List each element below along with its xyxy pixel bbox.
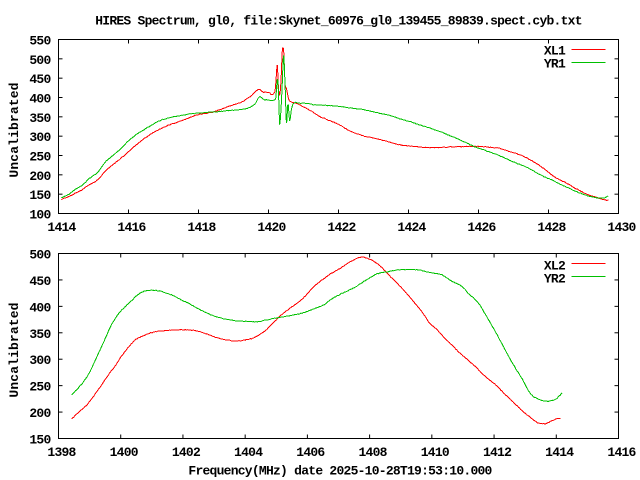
svg-text:Uncalibrated: Uncalibrated: [7, 302, 22, 397]
svg-text:XL1: XL1: [544, 44, 566, 59]
svg-text:300: 300: [29, 353, 51, 368]
svg-text:200: 200: [29, 406, 51, 421]
svg-text:YR2: YR2: [544, 271, 566, 286]
svg-text:XL2: XL2: [544, 259, 566, 274]
svg-text:1402: 1402: [172, 445, 201, 460]
svg-text:1418: 1418: [187, 220, 216, 235]
svg-text:350: 350: [29, 111, 51, 126]
svg-text:1430: 1430: [607, 220, 636, 235]
svg-text:1416: 1416: [607, 445, 636, 460]
svg-text:150: 150: [29, 433, 51, 448]
svg-text:450: 450: [29, 72, 51, 87]
svg-text:500: 500: [29, 248, 51, 263]
svg-text:450: 450: [29, 274, 51, 289]
svg-text:1404: 1404: [234, 445, 263, 460]
svg-text:1424: 1424: [397, 220, 426, 235]
svg-text:1398: 1398: [47, 445, 76, 460]
svg-text:1408: 1408: [359, 445, 388, 460]
svg-text:200: 200: [29, 169, 51, 184]
svg-text:150: 150: [29, 188, 51, 203]
svg-text:250: 250: [29, 380, 51, 395]
svg-text:1428: 1428: [537, 220, 566, 235]
svg-text:1414: 1414: [545, 445, 574, 460]
svg-text:550: 550: [29, 34, 51, 49]
svg-text:100: 100: [29, 208, 51, 223]
svg-text:400: 400: [29, 300, 51, 315]
svg-text:1410: 1410: [421, 445, 450, 460]
svg-text:1420: 1420: [257, 220, 286, 235]
svg-text:500: 500: [29, 53, 51, 68]
svg-text:Uncalibrated: Uncalibrated: [7, 82, 22, 177]
svg-text:300: 300: [29, 130, 51, 145]
svg-text:1406: 1406: [296, 445, 325, 460]
svg-text:1416: 1416: [117, 220, 146, 235]
svg-text:1426: 1426: [467, 220, 496, 235]
svg-text:HIRES Spectrum, gl0, file:Skyn: HIRES Spectrum, gl0, file:Skynet_60976_g…: [95, 14, 582, 29]
svg-text:1400: 1400: [110, 445, 139, 460]
svg-text:1414: 1414: [47, 220, 76, 235]
svg-text:350: 350: [29, 327, 51, 342]
svg-text:YR1: YR1: [544, 57, 566, 72]
svg-text:400: 400: [29, 92, 51, 107]
svg-text:Frequency(MHz) date 2025-10-28: Frequency(MHz) date 2025-10-28T19:53:10.…: [188, 464, 492, 479]
svg-text:1412: 1412: [483, 445, 512, 460]
svg-text:250: 250: [29, 150, 51, 165]
svg-text:1422: 1422: [327, 220, 356, 235]
